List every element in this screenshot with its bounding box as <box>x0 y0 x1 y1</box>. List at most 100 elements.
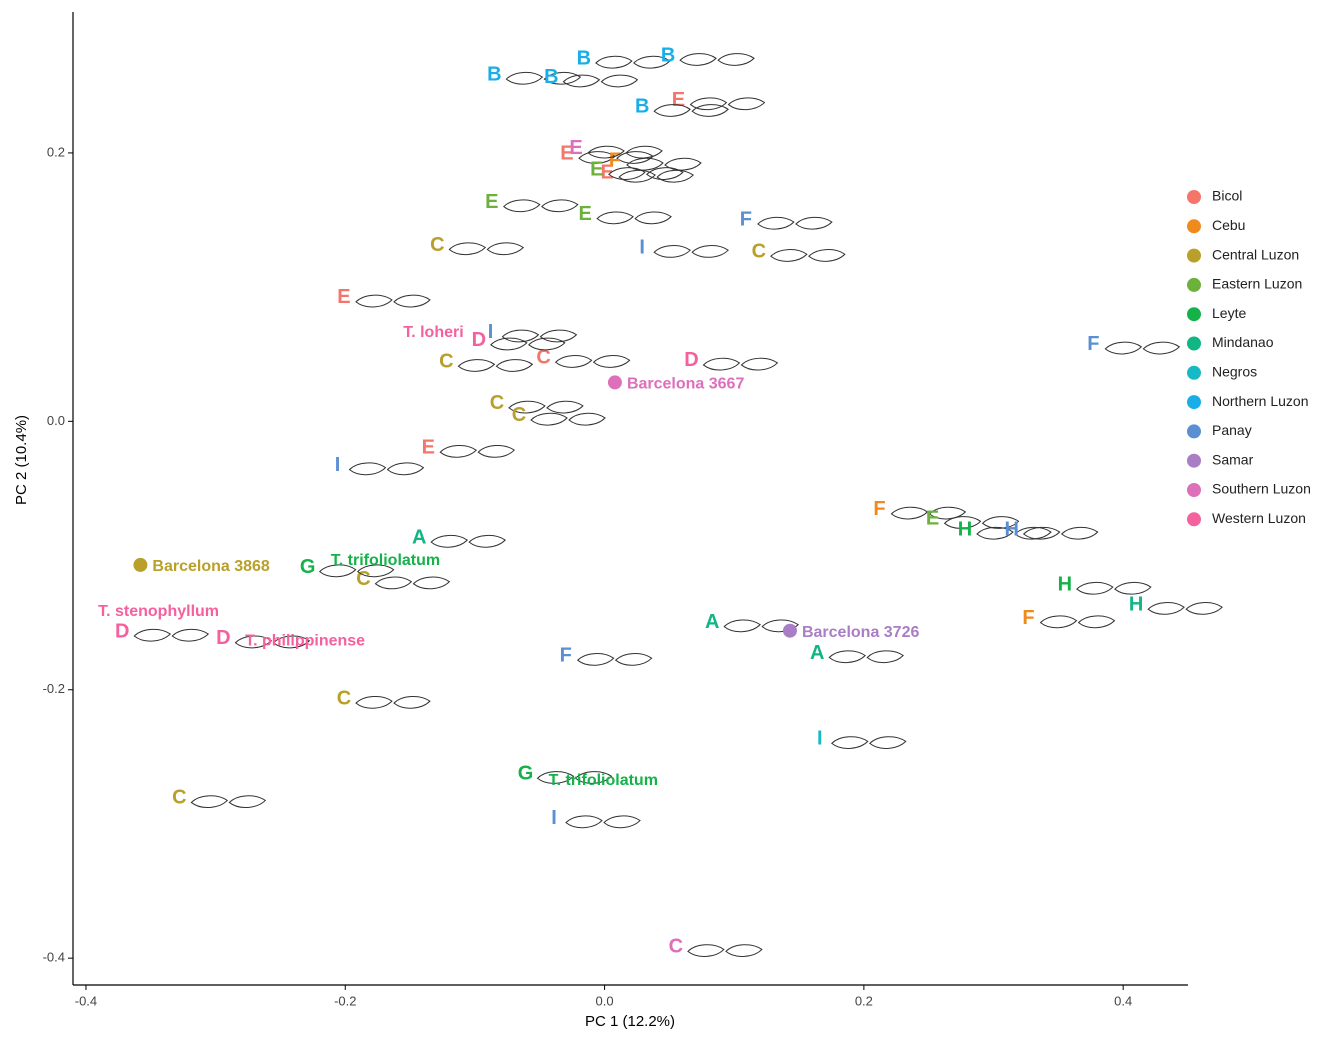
y-tick-label: -0.4 <box>43 950 65 965</box>
leaf-pair <box>440 445 514 457</box>
legend-swatch <box>1187 483 1201 497</box>
leaf <box>829 651 865 663</box>
point-label: I <box>488 321 494 343</box>
point-label: C <box>172 787 186 809</box>
specimen-label: Barcelona 3726 <box>802 624 920 641</box>
specimen-label: Barcelona 3868 <box>152 558 270 575</box>
leaf-pair <box>356 696 430 708</box>
point-label: B <box>544 66 558 88</box>
point-label: D <box>472 329 486 351</box>
point-label: F <box>1087 333 1099 355</box>
y-axis-title: PC 2 (10.4%) <box>13 415 30 505</box>
x-tick-label: -0.4 <box>75 993 97 1008</box>
leaf <box>703 358 739 370</box>
specimen-dot <box>608 375 622 389</box>
leaf <box>1062 527 1098 539</box>
leaf <box>718 54 754 66</box>
leaf-pair <box>491 338 565 350</box>
point-label: A <box>705 611 719 633</box>
point-label: B <box>577 47 591 69</box>
point-label: I <box>551 807 557 829</box>
point-label: F <box>1022 607 1034 629</box>
point-label: E <box>926 508 939 530</box>
leaf-pair <box>771 250 845 262</box>
legend-label: Northern Luzon <box>1212 393 1309 409</box>
leaf <box>134 629 170 641</box>
leaf <box>1115 582 1151 594</box>
annotation: T. loheri <box>403 324 463 341</box>
x-tick-label: 0.2 <box>855 993 873 1008</box>
annotation: T. philippinense <box>245 633 365 650</box>
point-label: B <box>487 63 501 85</box>
leaf <box>556 356 592 368</box>
leaf <box>356 295 392 307</box>
leaf <box>1105 342 1141 354</box>
legend-swatch <box>1187 307 1201 321</box>
point-label: A <box>810 642 824 664</box>
leaf <box>449 243 485 255</box>
x-tick-label: 0.0 <box>596 993 614 1008</box>
legend-swatch <box>1187 424 1201 438</box>
leaf <box>458 360 494 372</box>
leaf <box>680 54 716 66</box>
leaf <box>657 170 693 182</box>
x-tick-label: -0.2 <box>334 993 356 1008</box>
leaf <box>809 250 845 262</box>
leaf <box>870 737 906 749</box>
legend-label: Panay <box>1212 422 1252 438</box>
legend-label: Bicol <box>1212 188 1242 204</box>
leaf <box>1148 603 1184 615</box>
point-label: B <box>661 45 675 67</box>
leaf <box>604 816 640 828</box>
y-tick-label: -0.2 <box>43 681 65 696</box>
leaf-pair <box>1041 616 1115 628</box>
leaf <box>563 75 599 87</box>
leaf <box>191 796 227 808</box>
legend-swatch <box>1187 395 1201 409</box>
leaf-pair <box>1105 342 1179 354</box>
annotation: T. stenophyllum <box>98 603 219 620</box>
leaf-pair <box>832 737 906 749</box>
leaf <box>1077 582 1113 594</box>
point-label: D <box>115 620 129 642</box>
leaf-pair <box>654 246 728 258</box>
leaf-pair <box>458 360 532 372</box>
specimen-dot <box>783 624 797 638</box>
leaf-pair <box>627 158 701 170</box>
leaf-pair <box>375 577 449 589</box>
point-label: H <box>1129 593 1143 615</box>
leaf <box>654 246 690 258</box>
leaf-pair <box>134 629 208 641</box>
leaf-pair <box>504 200 578 212</box>
leaf <box>891 507 927 519</box>
leaf <box>596 56 632 68</box>
leaf <box>758 217 794 229</box>
leaf <box>349 463 385 475</box>
leaf <box>616 654 652 666</box>
point-label: E <box>569 137 582 159</box>
leaf <box>597 212 633 224</box>
x-tick-label: 0.4 <box>1114 993 1132 1008</box>
point-label: G <box>300 556 316 578</box>
point-label: E <box>485 191 498 213</box>
leaf-pair <box>356 295 430 307</box>
leaf <box>1041 616 1077 628</box>
point-label: F <box>740 208 752 230</box>
leaf <box>387 463 423 475</box>
legend-label: Negros <box>1212 364 1257 380</box>
leaf-pair <box>654 105 728 117</box>
annotation: T. trifoliolatum <box>331 552 440 569</box>
leaf <box>504 200 540 212</box>
leaf <box>394 295 430 307</box>
leaf-pair <box>431 535 505 547</box>
y-tick-label: 0.0 <box>47 413 65 428</box>
leaf-pair <box>556 356 630 368</box>
leaf <box>172 629 208 641</box>
legend-label: Leyte <box>1212 305 1246 321</box>
x-axis-title: PC 1 (12.2%) <box>585 1013 675 1030</box>
leaf <box>487 243 523 255</box>
legend-swatch <box>1187 219 1201 233</box>
leaf <box>594 356 630 368</box>
leaf-pair <box>680 54 754 66</box>
legend-label: Western Luzon <box>1212 510 1306 526</box>
